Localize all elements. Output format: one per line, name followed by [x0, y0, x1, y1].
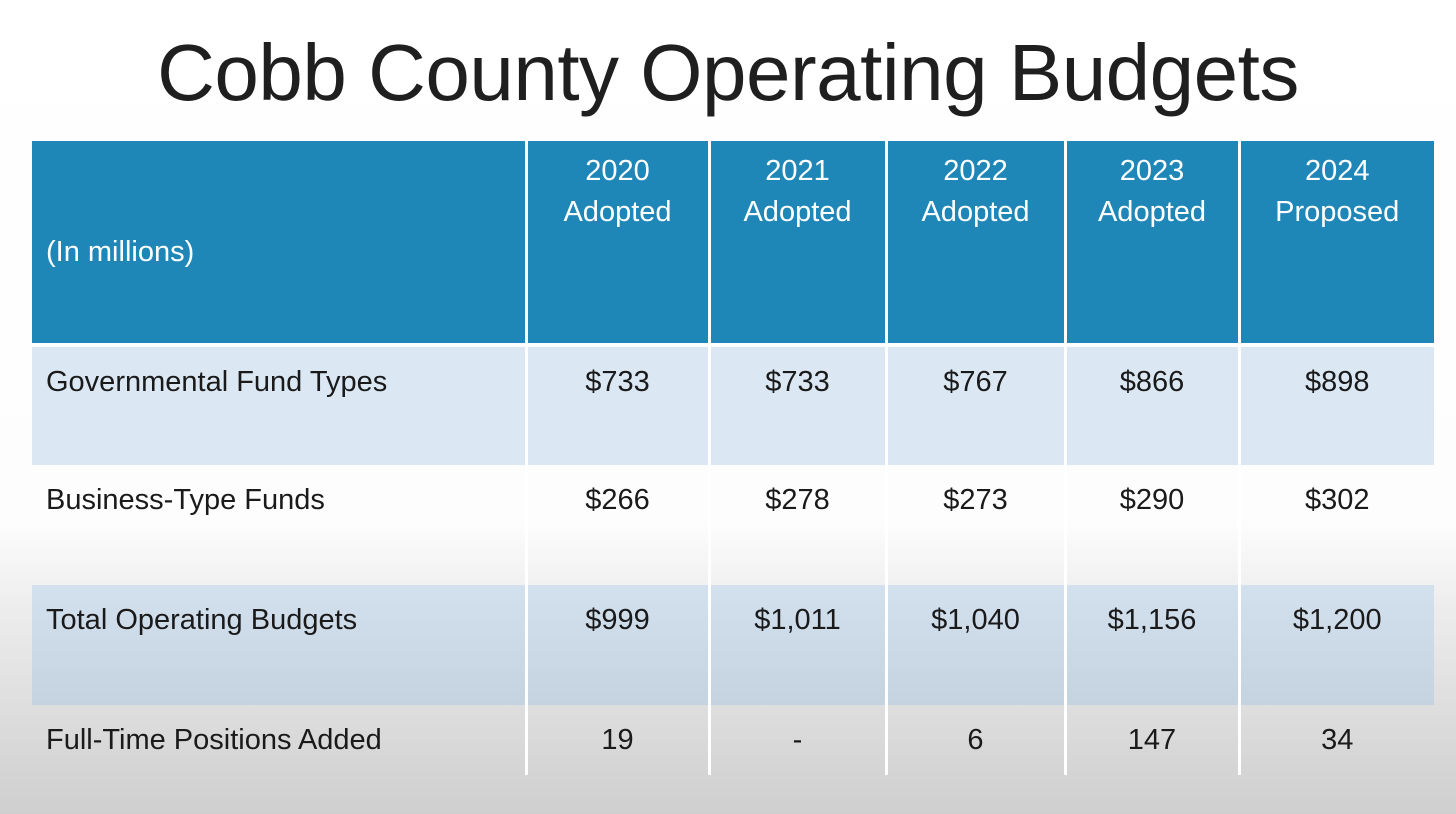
- column-header-2022: 2022 Adopted: [884, 141, 1065, 345]
- operating-budgets-table: (In millions) 2020 Adopted 2021 Adopted …: [32, 141, 1434, 775]
- table-cell: $1,200: [1237, 585, 1434, 705]
- table-row-full-time-positions-added: Full-Time Positions Added 19 - 6 147 34: [32, 705, 1434, 775]
- row-label: Full-Time Positions Added: [46, 724, 382, 756]
- table-cell: $999: [524, 585, 709, 705]
- column-year: 2021: [765, 155, 830, 187]
- column-year: 2022: [943, 155, 1008, 187]
- column-year: 2024: [1304, 155, 1370, 187]
- table-row-business-type-funds: Business-Type Funds $266 $278 $273 $290 …: [32, 465, 1434, 585]
- table-cell: $898: [1237, 343, 1434, 465]
- column-status: Adopted: [921, 196, 1030, 228]
- column-header-2021: 2021 Adopted: [707, 141, 886, 345]
- table-cell: $1,156: [1063, 585, 1239, 705]
- table-cell: $290: [1063, 465, 1239, 585]
- table-row-total-operating-budgets: Total Operating Budgets $999 $1,011 $1,0…: [32, 585, 1434, 705]
- table-cell: $266: [524, 465, 709, 585]
- table-header-row: (In millions) 2020 Adopted 2021 Adopted …: [32, 141, 1434, 345]
- column-header-2020: 2020 Adopted: [524, 141, 709, 345]
- column-status: Adopted: [743, 196, 852, 228]
- table-cell: $278: [707, 465, 886, 585]
- table-row-governmental-fund-types: Governmental Fund Types $733 $733 $767 $…: [32, 343, 1434, 465]
- table-cell: $302: [1237, 465, 1434, 585]
- column-status: Adopted: [1097, 196, 1207, 228]
- table-cell: $1,040: [884, 585, 1065, 705]
- table-cell: $767: [884, 343, 1065, 465]
- table-cell: 19: [524, 705, 709, 775]
- row-label: Business-Type Funds: [46, 484, 325, 516]
- column-year: 2020: [585, 155, 650, 187]
- column-status: Proposed: [1275, 196, 1400, 228]
- table-cell: $733: [524, 343, 709, 465]
- row-label: Total Operating Budgets: [32, 585, 526, 705]
- column-year: 2023: [1119, 155, 1185, 187]
- table-cell: 34: [1237, 705, 1434, 775]
- table-cell: $733: [707, 343, 886, 465]
- column-header-2023: 2023 Adopted: [1063, 141, 1239, 345]
- row-label: Governmental Fund Types: [32, 343, 526, 465]
- column-status: Adopted: [563, 196, 672, 228]
- table-cell: 147: [1063, 705, 1239, 775]
- table-cell: $273: [884, 465, 1065, 585]
- slide-title: Cobb County Operating Budgets: [157, 28, 1299, 117]
- unit-label: (In millions): [32, 141, 526, 345]
- table-cell: -: [707, 705, 886, 775]
- table-cell: 6: [884, 705, 1065, 775]
- table-cell: $1,011: [707, 585, 886, 705]
- table-cell: $866: [1063, 343, 1239, 465]
- column-header-2024: 2024 Proposed: [1237, 141, 1434, 345]
